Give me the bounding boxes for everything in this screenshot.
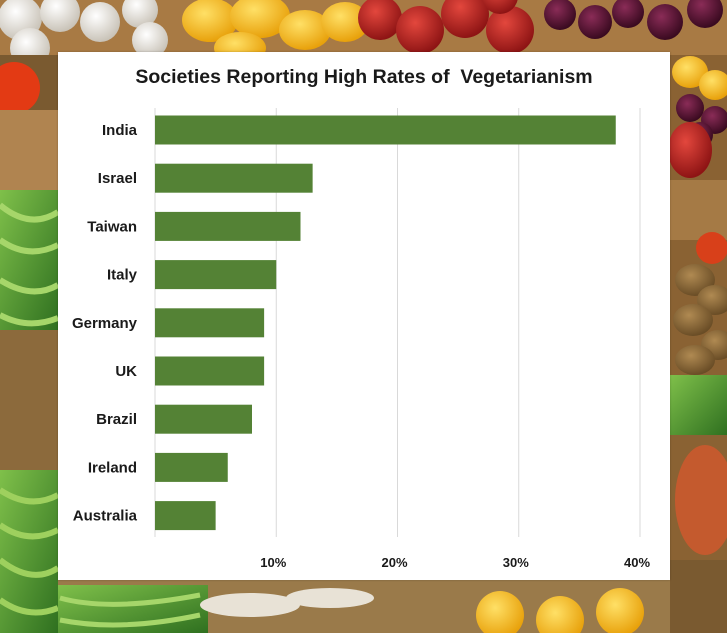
chart-panel: Societies Reporting High Rates of Vegeta…: [58, 52, 670, 580]
category-label-ireland: Ireland: [88, 459, 137, 476]
bars: [155, 115, 616, 531]
bar-australia: [155, 501, 216, 531]
bar-uk: [155, 356, 265, 386]
category-label-taiwan: Taiwan: [87, 218, 137, 235]
x-tick-label-40: 40%: [624, 555, 650, 570]
bar-italy: [155, 260, 277, 290]
x-tick-labels: 10% 20% 30% 40%: [260, 555, 650, 570]
bar-germany: [155, 308, 265, 338]
category-label-brazil: Brazil: [96, 411, 137, 428]
category-label-uk: UK: [115, 363, 137, 380]
category-label-germany: Germany: [72, 315, 138, 332]
bar-india: [155, 115, 616, 145]
category-label-australia: Australia: [73, 508, 138, 525]
bar-israel: [155, 163, 313, 193]
x-tick-label-10: 10%: [260, 555, 286, 570]
bar-chart: India Israel Taiwan Italy Germany UK Brazil Ire…: [72, 108, 650, 570]
x-tick-label-30: 30%: [503, 555, 529, 570]
category-label-india: India: [102, 122, 138, 139]
x-tick-label-20: 20%: [381, 555, 407, 570]
category-label-israel: Israel: [98, 170, 137, 187]
chart-title: Societies Reporting High Rates of Vegeta…: [135, 66, 593, 88]
category-labels: India Israel Taiwan Italy Germany UK Brazil Ire…: [72, 122, 138, 525]
bar-ireland: [155, 452, 228, 482]
bar-taiwan: [155, 211, 301, 241]
bar-brazil: [155, 404, 252, 434]
category-label-italy: Italy: [107, 267, 138, 284]
